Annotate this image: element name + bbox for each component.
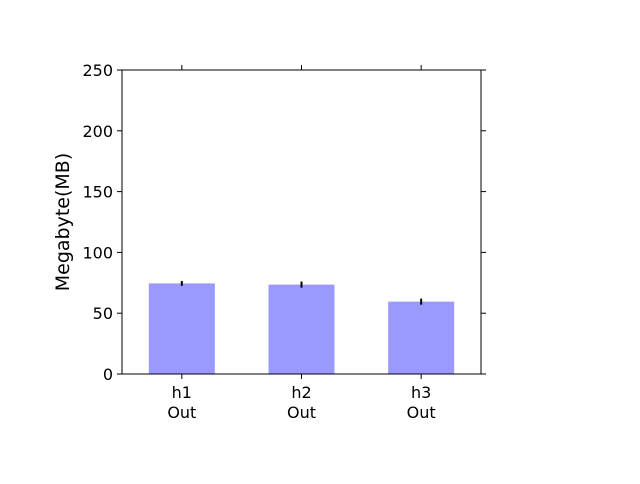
x-tick-label: h1 — [172, 383, 192, 402]
x-tick-label: Out — [167, 403, 196, 422]
y-tick-label: 150 — [82, 183, 113, 202]
y-axis-label: Megabyte(MB) — [52, 153, 74, 291]
y-tick-label: 50 — [93, 304, 113, 323]
x-tick-label: Out — [407, 403, 436, 422]
x-tick-label: h3 — [411, 383, 431, 402]
bars-layer — [148, 283, 455, 374]
bar-h1 — [148, 283, 215, 374]
bar-h3 — [388, 301, 455, 374]
y-tick-label: 0 — [103, 365, 113, 384]
y-tick-label: 250 — [82, 61, 113, 80]
x-tick-label: Out — [287, 403, 316, 422]
error-bars-layer — [180, 280, 423, 305]
bar-h2 — [268, 284, 335, 374]
y-ticks: 0 50 100 150 200 250 — [82, 61, 486, 384]
x-tick-label: h2 — [291, 383, 311, 402]
y-tick-label: 200 — [82, 122, 113, 141]
y-tick-label: 100 — [82, 243, 113, 262]
